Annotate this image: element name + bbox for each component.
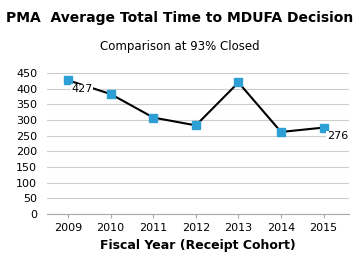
Text: 427: 427	[72, 84, 93, 94]
Text: Comparison at 93% Closed: Comparison at 93% Closed	[100, 40, 260, 54]
Text: PMA  Average Total Time to MDUFA Decision: PMA Average Total Time to MDUFA Decision	[6, 11, 354, 25]
X-axis label: Fiscal Year (Receipt Cohort): Fiscal Year (Receipt Cohort)	[100, 239, 296, 252]
Text: 276: 276	[327, 132, 348, 141]
